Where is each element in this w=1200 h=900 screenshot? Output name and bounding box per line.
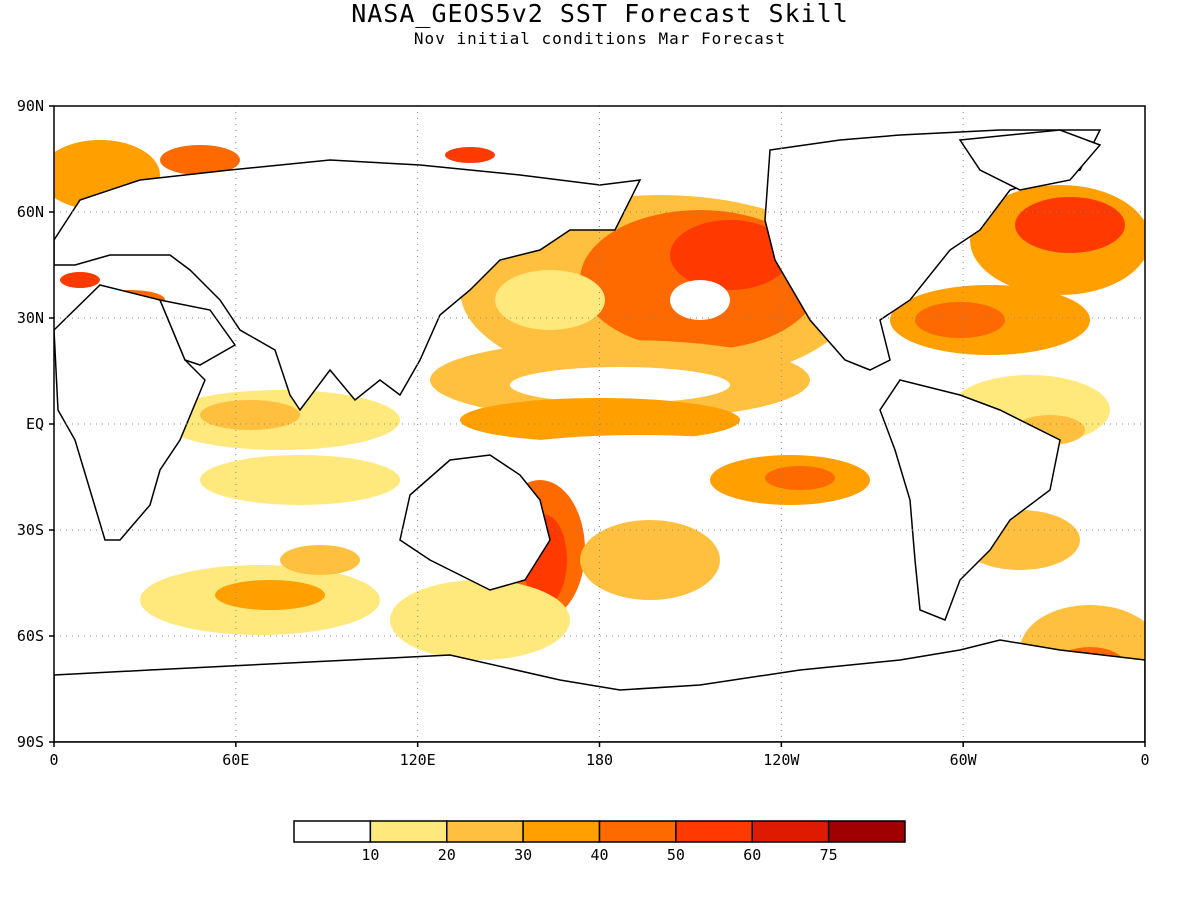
lon-tick-label: 0 bbox=[1140, 751, 1149, 769]
lon-tick-label: 60E bbox=[222, 751, 249, 769]
colorbar-label: 20 bbox=[438, 846, 456, 864]
lon-tick-label: 120E bbox=[400, 751, 436, 769]
south-america-land bbox=[879, 379, 1061, 621]
colorbar-swatch bbox=[751, 820, 830, 843]
colorbar-swatch bbox=[522, 820, 601, 843]
lat-tick-label: EQ bbox=[26, 415, 44, 433]
longitude-labels: 0 60E 120E 180 120W 60W 0 bbox=[49, 742, 1150, 769]
eurasia-land bbox=[54, 159, 642, 412]
colorbar-label: 10 bbox=[361, 846, 379, 864]
greenland-land bbox=[958, 129, 1102, 191]
land-masses bbox=[54, 129, 1145, 742]
colorbar-swatch bbox=[369, 820, 448, 843]
lon-tick-label: 180 bbox=[586, 751, 613, 769]
lat-tick-label: 30N bbox=[17, 309, 44, 327]
lat-tick-label: 90S bbox=[17, 733, 44, 751]
latitude-labels: 90N 60N 30N EQ 30S 60S 90S bbox=[17, 97, 54, 751]
colorbar-label: 30 bbox=[514, 846, 532, 864]
lon-tick-label: 60W bbox=[950, 751, 978, 769]
arabia-land bbox=[158, 298, 237, 366]
lon-tick-label: 0 bbox=[49, 751, 58, 769]
map-gridlines bbox=[54, 106, 1145, 742]
colorbar-label: 40 bbox=[590, 846, 608, 864]
map-title: NASA_GEOS5v2 SST Forecast Skill bbox=[351, 0, 849, 28]
colorbar-swatch bbox=[293, 820, 372, 843]
colorbar-swatch bbox=[446, 820, 524, 843]
colorbar-label: 50 bbox=[667, 846, 685, 864]
colorbar-swatch bbox=[675, 820, 753, 843]
colorbar-swatch bbox=[827, 820, 906, 843]
colorbar-label: 60 bbox=[743, 846, 761, 864]
colorbar: 10 20 30 40 50 60 75 bbox=[293, 820, 906, 864]
lat-tick-label: 60S bbox=[17, 627, 44, 645]
lat-tick-label: 30S bbox=[17, 521, 44, 539]
australia-land bbox=[399, 454, 551, 591]
skill-shading bbox=[54, 140, 1145, 695]
antarctica-land bbox=[54, 639, 1145, 742]
lat-tick-label: 60N bbox=[17, 203, 44, 221]
colorbar-label: 75 bbox=[820, 846, 838, 864]
colorbar-swatch bbox=[598, 820, 677, 843]
lon-tick-label: 120W bbox=[763, 751, 800, 769]
map-subtitle: Nov initial conditions Mar Forecast bbox=[413, 29, 787, 48]
lat-tick-label: 90N bbox=[17, 97, 44, 115]
north-america-land bbox=[764, 129, 1102, 371]
